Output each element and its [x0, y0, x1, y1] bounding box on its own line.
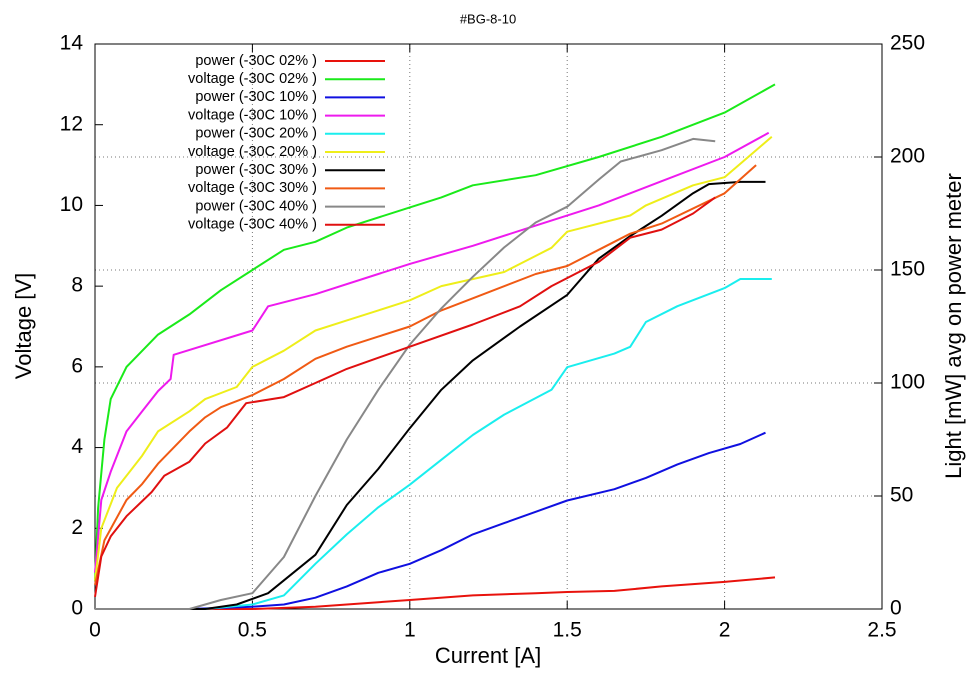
- y2-tick-label: 200: [890, 145, 925, 168]
- y2-tick-label: 100: [890, 371, 925, 394]
- legend-label: voltage (-30C 40% ): [188, 217, 317, 233]
- y2-axis-label: Light [mW] avg on power meter: [941, 173, 966, 479]
- series-line: [95, 278, 772, 610]
- x-tick-label: 0: [89, 619, 101, 642]
- legend-label: voltage (-30C 30% ): [188, 180, 317, 196]
- y-axis-label: Voltage [V]: [11, 273, 36, 379]
- y-tick-label: 8: [71, 274, 83, 297]
- y-tick-label: 14: [60, 32, 84, 55]
- y-tick-label: 10: [60, 193, 83, 216]
- chart-title: #BG-8-10: [460, 11, 516, 26]
- y-tick-label: 2: [71, 516, 83, 539]
- legend-label: voltage (-30C 02% ): [188, 71, 317, 87]
- legend-label: power (-30C 30% ): [195, 162, 317, 178]
- y2-tick-label: 150: [890, 258, 925, 281]
- series-line: [95, 137, 716, 610]
- y-tick-label: 4: [71, 435, 83, 458]
- series-line: [94, 83, 776, 581]
- legend-label: power (-30C 02% ): [195, 53, 317, 69]
- legend-label: power (-30C 20% ): [195, 126, 317, 142]
- y-tick-label: 6: [71, 354, 83, 377]
- series-line: [94, 196, 716, 598]
- y2-tick-label: 0: [890, 597, 902, 620]
- legend-label: voltage (-30C 20% ): [188, 144, 317, 160]
- legend-label: voltage (-30C 10% ): [188, 107, 317, 123]
- x-tick-label: 1: [404, 619, 416, 642]
- series-line: [95, 180, 766, 610]
- series-line: [94, 131, 770, 573]
- legend-label: power (-30C 10% ): [195, 89, 317, 105]
- y2-tick-label: 50: [890, 484, 913, 507]
- x-tick-label: 1.5: [553, 619, 582, 642]
- series-line: [95, 576, 776, 610]
- plot-frame: [94, 43, 883, 610]
- x-tick-label: 0.5: [238, 619, 267, 642]
- y-tick-label: 12: [60, 112, 83, 135]
- series-line: [94, 136, 773, 581]
- y2-tick-label: 250: [890, 32, 925, 55]
- series-line: [95, 431, 766, 610]
- y-tick-label: 0: [71, 597, 83, 620]
- x-tick-label: 2.5: [867, 619, 896, 642]
- series-line: [94, 164, 757, 586]
- x-axis-label: Current [A]: [435, 643, 541, 668]
- x-tick-label: 2: [719, 619, 731, 642]
- legend-label: power (-30C 40% ): [195, 198, 317, 214]
